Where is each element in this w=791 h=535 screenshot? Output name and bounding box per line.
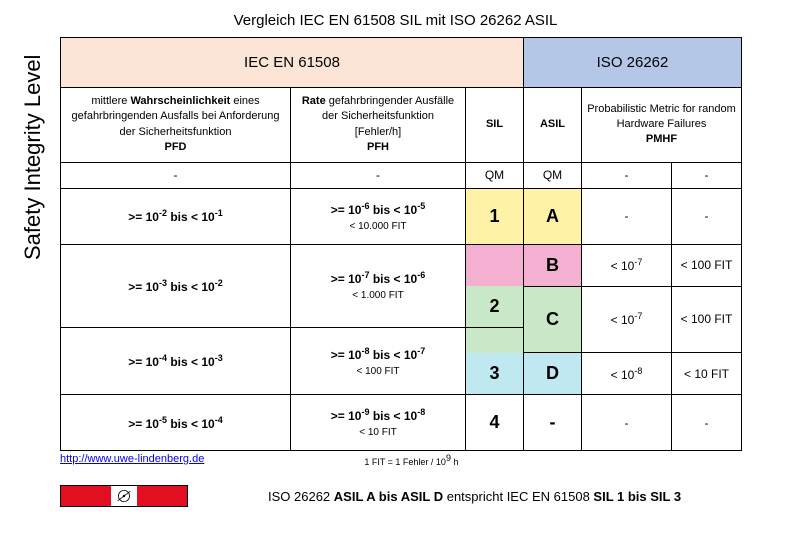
cell: - (672, 395, 742, 451)
source-link[interactable]: http://www.uwe-lindenberg.de (60, 451, 204, 467)
cell: < 10-7 (582, 244, 672, 286)
cell: - (582, 188, 672, 244)
cell: >= 10-3 bis < 10-2 (61, 244, 291, 328)
cell: < 10-8 (582, 353, 672, 395)
row-qm: - - QM QM - - (61, 162, 742, 188)
sil-3-top (466, 328, 524, 353)
footer: ISO 26262 ASIL A bis ASIL D entspricht I… (60, 485, 791, 507)
fit-footnote: 1 FIT = 1 Fehler / 109 h (364, 451, 458, 467)
cell: < 10-7 (582, 286, 672, 353)
page-title: Vergleich IEC EN 61508 SIL mit ISO 26262… (0, 0, 791, 37)
pfd-header: mittlere Wahrscheinlichkeit eines gefahr… (61, 88, 291, 163)
sil-3: 3 (466, 353, 524, 395)
logo (60, 485, 188, 507)
logo-red-box (61, 486, 111, 506)
asil-header: ASIL (524, 88, 582, 163)
iec-header: IEC EN 61508 (61, 38, 524, 88)
cell: - (524, 395, 582, 451)
asil-c: C (524, 286, 582, 353)
sil-1: 1 (466, 188, 524, 244)
header-row-1: IEC EN 61508 ISO 26262 (61, 38, 742, 88)
cell: >= 10-2 bis < 10-1 (61, 188, 291, 244)
y-axis-label: Safety Integrity Level (20, 55, 46, 260)
sil-2: 2 (466, 286, 524, 328)
cell: >= 10-5 bis < 10-4 (61, 395, 291, 451)
sil-2-top (466, 244, 524, 286)
table-wrap: IEC EN 61508 ISO 26262 mittlere Wahrsche… (60, 37, 791, 451)
asil-a: A (524, 188, 582, 244)
sil-4: 4 (466, 395, 524, 451)
asil-d: D (524, 353, 582, 395)
comparison-table: IEC EN 61508 ISO 26262 mittlere Wahrsche… (60, 37, 742, 451)
cell: >= 10-4 bis < 10-3 (61, 328, 291, 395)
row-sil4: >= 10-5 bis < 10-4 >= 10-9 bis < 10-8< 1… (61, 395, 742, 451)
header-row-2: mittlere Wahrscheinlichkeit eines gefahr… (61, 88, 742, 163)
footer-text: ISO 26262 ASIL A bis ASIL D entspricht I… (268, 489, 681, 504)
cell: - (582, 395, 672, 451)
row-sil2a: >= 10-3 bis < 10-2 >= 10-7 bis < 10-6< 1… (61, 244, 742, 286)
logo-icon (111, 486, 137, 506)
cell: - (291, 162, 466, 188)
cell: - (582, 162, 672, 188)
cell: >= 10-8 bis < 10-7< 100 FIT (291, 328, 466, 395)
cell: < 100 FIT (672, 286, 742, 353)
cell: < 100 FIT (672, 244, 742, 286)
cell: < 10 FIT (672, 353, 742, 395)
asil-b: B (524, 244, 582, 286)
pfh-header: Rate gefahrbringender Ausfälle der Siche… (291, 88, 466, 163)
cell: - (672, 188, 742, 244)
iso-header: ISO 26262 (524, 38, 742, 88)
cell: - (672, 162, 742, 188)
cell: QM (524, 162, 582, 188)
row-sil1: >= 10-2 bis < 10-1 >= 10-6 bis < 10-5< 1… (61, 188, 742, 244)
cell: >= 10-7 bis < 10-6< 1.000 FIT (291, 244, 466, 328)
cell: >= 10-6 bis < 10-5< 10.000 FIT (291, 188, 466, 244)
cell: - (61, 162, 291, 188)
logo-red-box (137, 486, 187, 506)
cell: QM (466, 162, 524, 188)
pmhf-header: Probabilistic Metric for random Hardware… (582, 88, 742, 163)
sil-header: SIL (466, 88, 524, 163)
cell: >= 10-9 bis < 10-8< 10 FIT (291, 395, 466, 451)
